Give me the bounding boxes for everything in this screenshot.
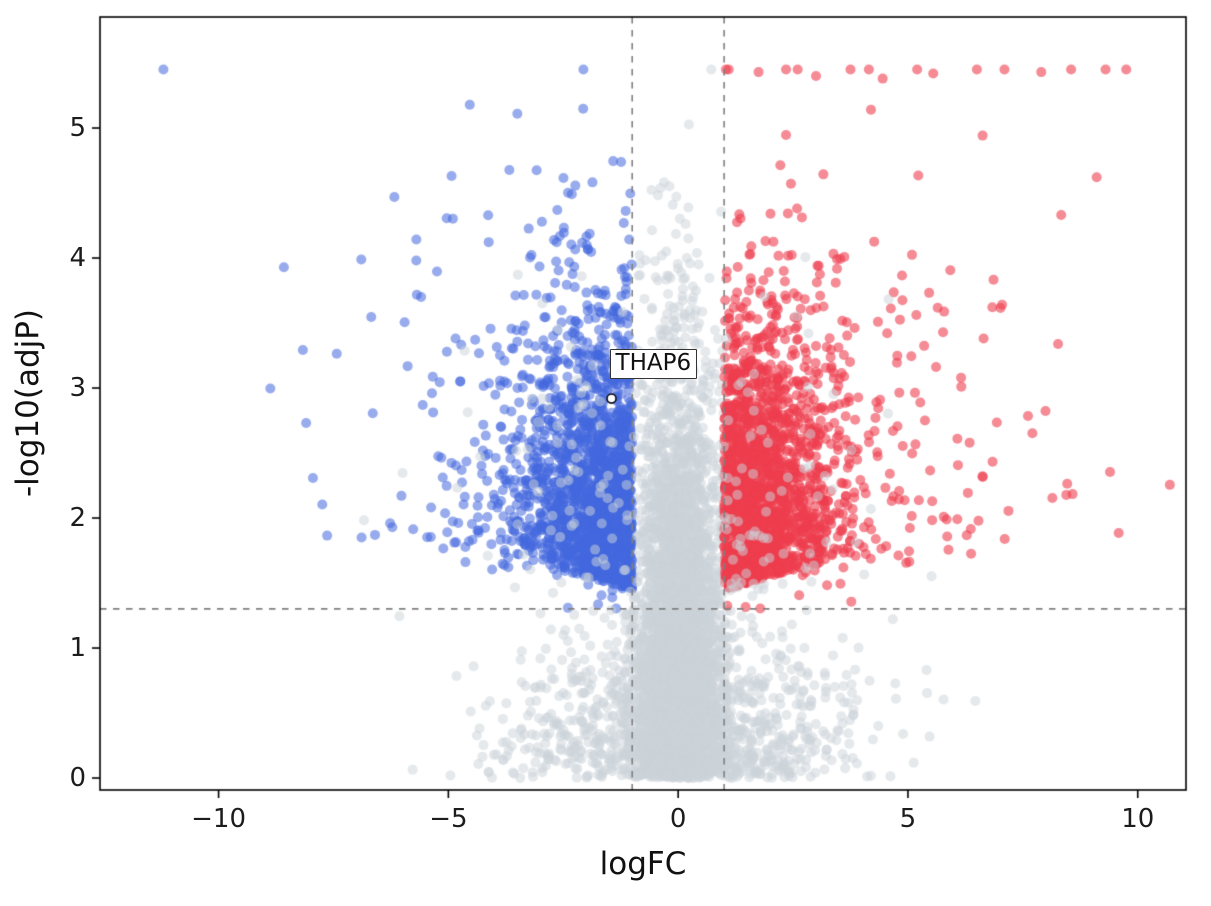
- gene-annotation-label: THAP6: [609, 349, 698, 380]
- y-axis-label: -log10(adjP): [10, 308, 46, 498]
- x-axis-label: logFC: [599, 846, 687, 882]
